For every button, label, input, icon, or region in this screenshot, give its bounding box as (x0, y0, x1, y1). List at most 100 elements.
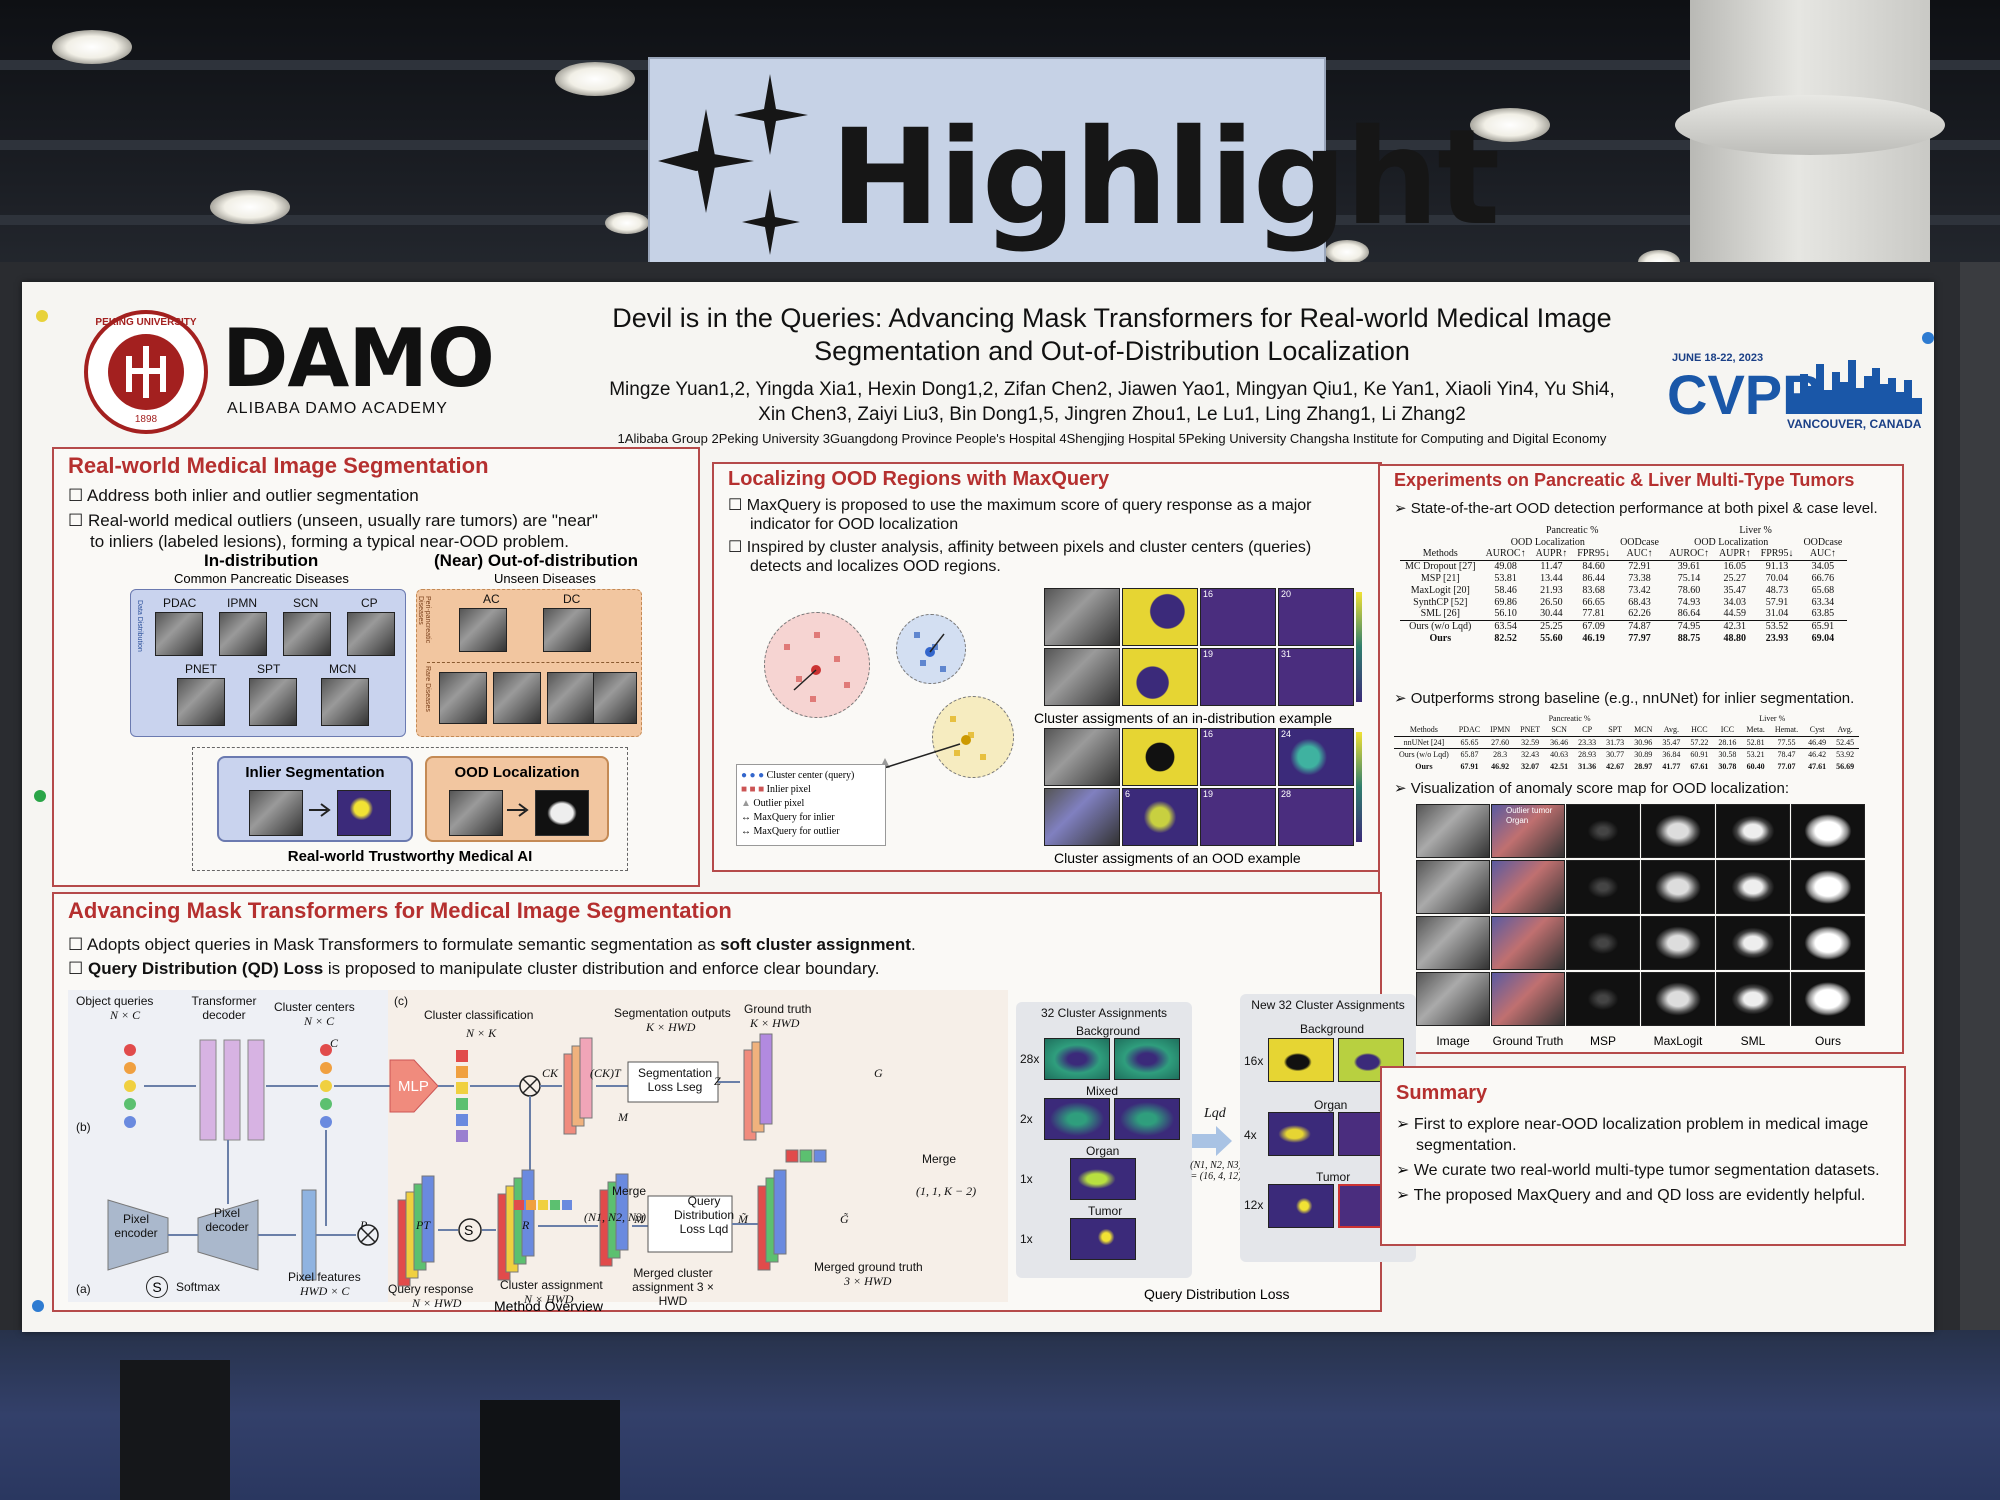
table-header-cell: Cyst (1803, 724, 1832, 737)
cluster-map-thumbnail (1268, 1112, 1334, 1156)
table-cell: 48.73 (1765, 584, 1789, 596)
diagram-symbol: G (874, 1066, 883, 1080)
vancouver-skyline-icon (1792, 360, 1922, 414)
table-row: Ours (w/o Lqd) 65.87 28.3 32.43 40.63 28.93 30… (1394, 747, 1860, 760)
table-cell (1394, 712, 1454, 724)
table-header-row: Methods AUROC↑ AUPR↑ FPR95↓ AUC↑ AUROC↑ AUPR↑ F… (1400, 548, 1848, 561)
overlay-label: Organ (1506, 816, 1529, 825)
table-cell: 46.49 (1808, 737, 1827, 747)
visualization-label: SML (1740, 1034, 1766, 1048)
diagram-dim: N × K (466, 1026, 497, 1040)
table-cell: 42.67 (1606, 761, 1625, 771)
diagram-dim: N × C (304, 1014, 335, 1028)
legend-text: Outlier pixel (753, 798, 805, 809)
legend-entry: ↔ MaxQuery for inlier (741, 812, 835, 823)
side-label: Peri-pancreatic Diseases (417, 596, 431, 644)
diagram-symbol: M (618, 1110, 628, 1124)
table-cell (1400, 536, 1481, 548)
legend-text: Inlier pixel (766, 784, 811, 795)
table-header-cell: AUC↑ (1798, 548, 1848, 561)
cluster-map-thumbnail (1122, 588, 1198, 646)
cluster-map-thumbnail: 28 (1278, 788, 1354, 846)
bullet-item: ➢ We curate two real-world multi-type tu… (1396, 1162, 1880, 1179)
disease-label: PNET (185, 662, 218, 676)
bullet-text: Visualization of anomaly score map for O… (1410, 780, 1789, 797)
anomaly-map-thumbnail (1416, 916, 1490, 970)
ct-scan-thumbnail (1044, 788, 1120, 846)
diagram-symbol: Z (714, 1074, 721, 1088)
table-header-cell: IPMN (1485, 724, 1516, 737)
disease-label: MCN (329, 662, 357, 676)
table-cell: Ours (w/o Lqd) (1394, 747, 1454, 760)
cluster-id: 16 (1203, 729, 1214, 739)
anomaly-map-thumbnail (1716, 916, 1790, 970)
table-cell: 67.91 (1460, 761, 1479, 771)
bullet-item: ☐ Adopts object queries in Mask Transfor… (68, 935, 916, 954)
table-cell: 36.84 (1657, 747, 1686, 760)
pku-logo-text: PEKING UNIVERSITY (95, 317, 197, 328)
bullet-text: Inspired by cluster analysis, affinity b… (746, 539, 1312, 556)
bullet-text: Adopts object queries in Mask Transforme… (87, 935, 721, 954)
table-cell: 73.38 (1628, 572, 1651, 584)
bullet-text: is proposed to manipulate cluster distri… (323, 959, 880, 978)
table-cell: 60.40 (1746, 761, 1765, 771)
table-cell: 53.21 (1741, 747, 1770, 760)
ceiling-lamp (605, 212, 649, 234)
poster-title: Devil is in the Queries: Advancing Mask … (412, 302, 1812, 368)
colorbar (1356, 592, 1362, 702)
table-group-header: Pancreatic % (1548, 713, 1591, 723)
method-diagram: S (107, 1033, 827, 1287)
author-line: Mingze Yuan1,2, Yingda Xia1, Hexin Dong1… (609, 379, 1615, 400)
person-legs (480, 1400, 620, 1500)
table-row: SML [26] 56.10 30.44 77.81 62.26 86.64 44.59 31… (1400, 608, 1847, 620)
pku-logo: PEKING UNIVERSITY 1898 (84, 310, 208, 434)
table-cell: 63.54 (1480, 619, 1531, 632)
table-cell: 44.59 (1723, 608, 1747, 620)
anomaly-map-thumbnail (1566, 860, 1640, 914)
anomaly-map-thumbnail (1416, 860, 1490, 914)
table-cell: 77.97 (1628, 632, 1651, 644)
table-cell: SynthCP [52] (1413, 596, 1468, 608)
in-distribution-sub: Common Pancreatic Diseases (174, 571, 349, 586)
anomaly-map-thumbnail (1491, 804, 1565, 858)
cluster-map-thumbnail (1070, 1158, 1136, 1200)
table-row: Ours 67.91 46.92 32.07 42.51 31.36 42.67 28.97 4… (1394, 760, 1859, 772)
cvpr-date: JUNE 18-22, 2023 (1672, 352, 1764, 364)
diagram-symbol: C (330, 1036, 339, 1050)
diagram-symbol: M̃ (738, 1212, 748, 1226)
author-list: Mingze Yuan1,2, Yingda Xia1, Hexin Dong1… (412, 377, 1812, 427)
disease-label: CP (361, 596, 378, 610)
table-cell: 32.59 (1521, 737, 1540, 747)
table-cell: 53.92 (1831, 747, 1860, 760)
poster-board-frame (1960, 262, 2000, 1412)
table-cell: 83.68 (1582, 584, 1605, 596)
table-cell: 52.81 (1746, 737, 1765, 747)
diagram-symbol: (CK)T (590, 1066, 621, 1080)
anomaly-map-thumbnail (1791, 860, 1865, 914)
anomaly-map-thumbnail (1566, 804, 1640, 858)
table-cell: 84.60 (1582, 560, 1605, 572)
bullet-text: indicator for OOD localization (750, 516, 959, 533)
panel-marker: (a) (76, 1282, 91, 1296)
diagram-symbol: M (634, 1212, 644, 1226)
legend-entry: ● ● ● Cluster center (query) (741, 770, 855, 781)
qd-left-box: 32 Cluster Assignments Background 28x Mi… (1016, 1002, 1192, 1278)
table-cell: 75.14 (1677, 572, 1701, 584)
diagram-caption: Method Overview (494, 1298, 603, 1314)
bullet-item: ➢ Outperforms strong baseline (e.g., nnU… (1394, 690, 1855, 707)
damo-logo: DAMO (222, 312, 495, 405)
table-cell: Ours (w/o Lqd) (1400, 619, 1481, 632)
trustworthy-ai-box: Inlier Segmentation OOD Localization Rea… (192, 747, 628, 871)
common-disease-box: Data Distribution PDAC IPMN SCN CP PNET … (130, 589, 406, 737)
table-cell: 30.78 (1718, 761, 1737, 771)
bullet-list: ☐ Address both inlier and outlier segmen… (68, 485, 688, 552)
cluster-map-thumbnail: 24 (1278, 728, 1354, 786)
table-cell: 63.85 (1811, 608, 1835, 620)
anomaly-visualization-grid: Outlier tumor Organ (1416, 804, 1866, 1030)
ood-distribution-label: (Near) Out-of-distribution (434, 551, 638, 570)
panel-experiments: Experiments on Pancreatic & Liver Multi-… (1378, 464, 1904, 1054)
diagram-label: Cluster classification (424, 1008, 534, 1022)
table-cell: 67.09 (1572, 619, 1616, 632)
bullet-text: The proposed MaxQuery and and QD loss ar… (1413, 1187, 1866, 1204)
table-cell: 31.73 (1606, 737, 1625, 747)
